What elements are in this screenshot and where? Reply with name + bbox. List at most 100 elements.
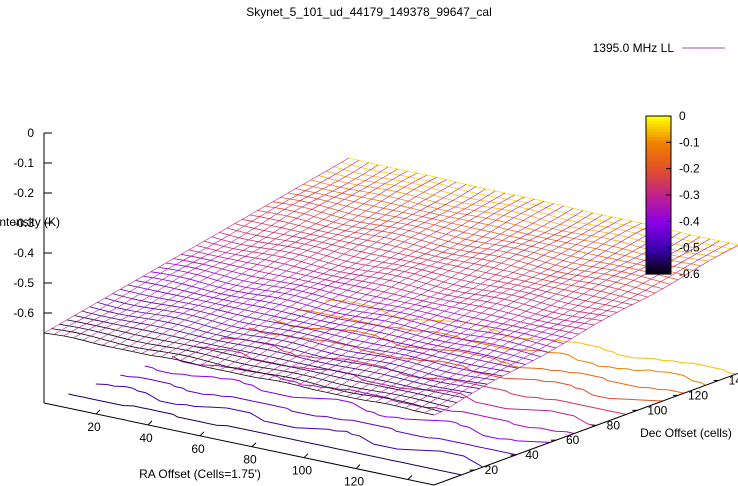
colorbar-tick-label: 0 (679, 109, 686, 123)
colorbar-band (646, 216, 671, 220)
surface-column (151, 181, 457, 356)
surface-column (297, 214, 603, 386)
colorbar-band (646, 171, 671, 175)
surface-column (277, 210, 584, 382)
surface-column (170, 186, 476, 359)
colorbar-band (646, 266, 671, 270)
contour-line (196, 346, 596, 427)
z-tick-label: -0.3 (13, 216, 34, 230)
colorbar-tick-label: -0.3 (679, 188, 700, 202)
x-tick-label: 80 (243, 453, 257, 467)
x-tick-mark (303, 453, 309, 459)
surface-column (424, 242, 730, 414)
colorbar-band (646, 166, 671, 170)
colorbar-tick-label: -0.1 (679, 135, 700, 149)
surface-column (307, 216, 613, 389)
contour-line (95, 383, 484, 468)
legend-label: 1395.0 MHz LL (593, 41, 675, 55)
z-axis-label: Intensity (K) (0, 215, 60, 229)
colorbar-band (646, 142, 671, 146)
surface-column (229, 198, 535, 373)
colorbar-band (646, 247, 671, 251)
colorbar-band (646, 126, 671, 130)
colorbar-band (646, 116, 671, 120)
colorbar-band (646, 208, 671, 212)
colorbar-band (646, 173, 671, 178)
colorbar-band (646, 205, 671, 209)
x-tick-label: 20 (87, 420, 101, 434)
z-tick-label: 0 (27, 126, 34, 140)
tick-labels: 0 -0.1 -0.2 -0.3 -0.4 -0.5 -0.6 20 40 60 80 100 120 1… (13, 126, 738, 486)
colorbar-band (646, 181, 671, 186)
colorbar-band (646, 221, 671, 225)
colorbar-band (646, 131, 671, 136)
surface-column (258, 205, 564, 379)
surface-column (160, 184, 467, 358)
surface-column (82, 166, 389, 341)
surface-column (326, 220, 632, 393)
surface-column (248, 203, 554, 377)
axes-frame (43, 132, 738, 486)
surface-column (287, 212, 593, 384)
colorbar-band (646, 176, 671, 180)
colorbar-band (646, 218, 671, 222)
contour-line (297, 309, 706, 386)
surface-column (238, 201, 545, 375)
colorbar-band (646, 147, 671, 151)
y-axis-label: Dec Offset (cells) (640, 426, 732, 440)
colorbar-band (646, 250, 671, 254)
surface-column (180, 188, 486, 361)
colorbar-band (646, 150, 671, 154)
colorbar-band (646, 210, 671, 215)
surface-column (92, 168, 398, 344)
colorbar-band (646, 134, 671, 138)
colorbar-band (646, 168, 671, 172)
colorbar-band (646, 245, 671, 249)
surface-column (365, 229, 671, 401)
colorbar-band (646, 160, 671, 164)
x-axis-label: RA Offset (Cells=1.75') (139, 467, 261, 481)
colorbar-band (646, 226, 671, 230)
x-tick-mark (199, 431, 205, 437)
colorbar-band (646, 258, 671, 262)
y-tick-label: 100 (647, 403, 667, 417)
colorbar-band (646, 223, 671, 228)
z-tick-label: -0.6 (13, 306, 34, 320)
colorbar-band (646, 189, 671, 193)
surface-column (102, 170, 408, 346)
contour-line (171, 355, 575, 434)
colorbar-band (646, 237, 671, 241)
colorbar-band (646, 229, 671, 233)
surface-column (131, 177, 437, 352)
colorbar-band (646, 118, 671, 122)
y-axis-line (433, 372, 738, 486)
contour-line (272, 318, 685, 394)
contour-line (144, 365, 550, 443)
colorbar-band (646, 255, 671, 259)
contour-line (68, 393, 462, 476)
y-tick-label: 120 (688, 388, 708, 402)
x-tick-label: 60 (191, 442, 205, 456)
surface-column (209, 194, 515, 369)
surface-column (121, 174, 428, 350)
colorbar-band (646, 121, 671, 125)
x-tick-mark (355, 464, 361, 469)
surface-column (355, 227, 662, 399)
colorbar-band (646, 184, 671, 188)
surface-column (433, 245, 738, 416)
colorbar-band (646, 195, 671, 199)
colorbar-band (646, 271, 671, 275)
y-tick-label: 40 (525, 448, 539, 462)
colorbar-tick-label: -0.5 (679, 241, 700, 255)
z-tick-label: -0.5 (13, 276, 34, 290)
colorbar-band (646, 192, 671, 196)
y-tick-label: 140 (729, 373, 738, 387)
contour-line (324, 299, 737, 375)
colorbar-band (646, 139, 671, 143)
surface-column (43, 157, 350, 334)
surface-column (385, 234, 691, 404)
colorbar-band (646, 268, 671, 272)
x-axis-line (43, 402, 435, 486)
surface-column (190, 190, 496, 364)
